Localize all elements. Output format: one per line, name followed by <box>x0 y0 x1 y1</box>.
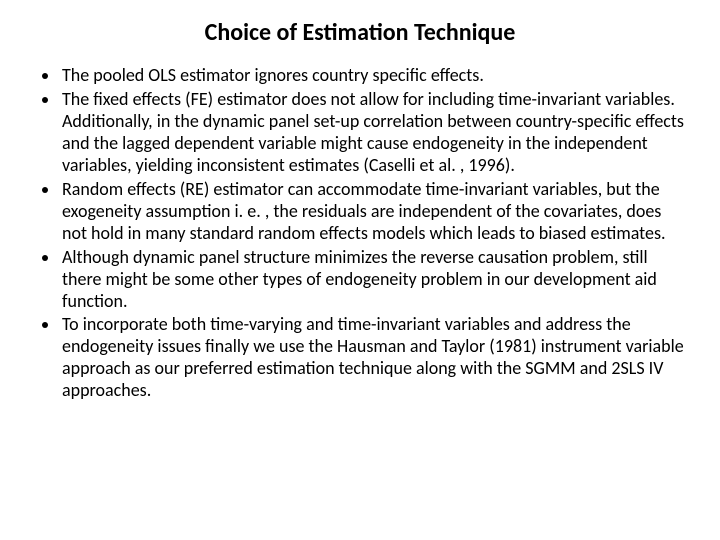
list-item: Random effects (RE) estimator can accomm… <box>60 179 686 245</box>
slide-title: Choice of Estimation Technique <box>34 18 686 47</box>
list-item: The fixed effects (FE) estimator does no… <box>60 89 686 177</box>
list-item: The pooled OLS estimator ignores country… <box>60 65 686 87</box>
list-item: To incorporate both time-varying and tim… <box>60 314 686 402</box>
bullet-list: The pooled OLS estimator ignores country… <box>34 65 686 402</box>
slide: Choice of Estimation Technique The poole… <box>0 0 720 540</box>
list-item: Although dynamic panel structure minimiz… <box>60 247 686 313</box>
